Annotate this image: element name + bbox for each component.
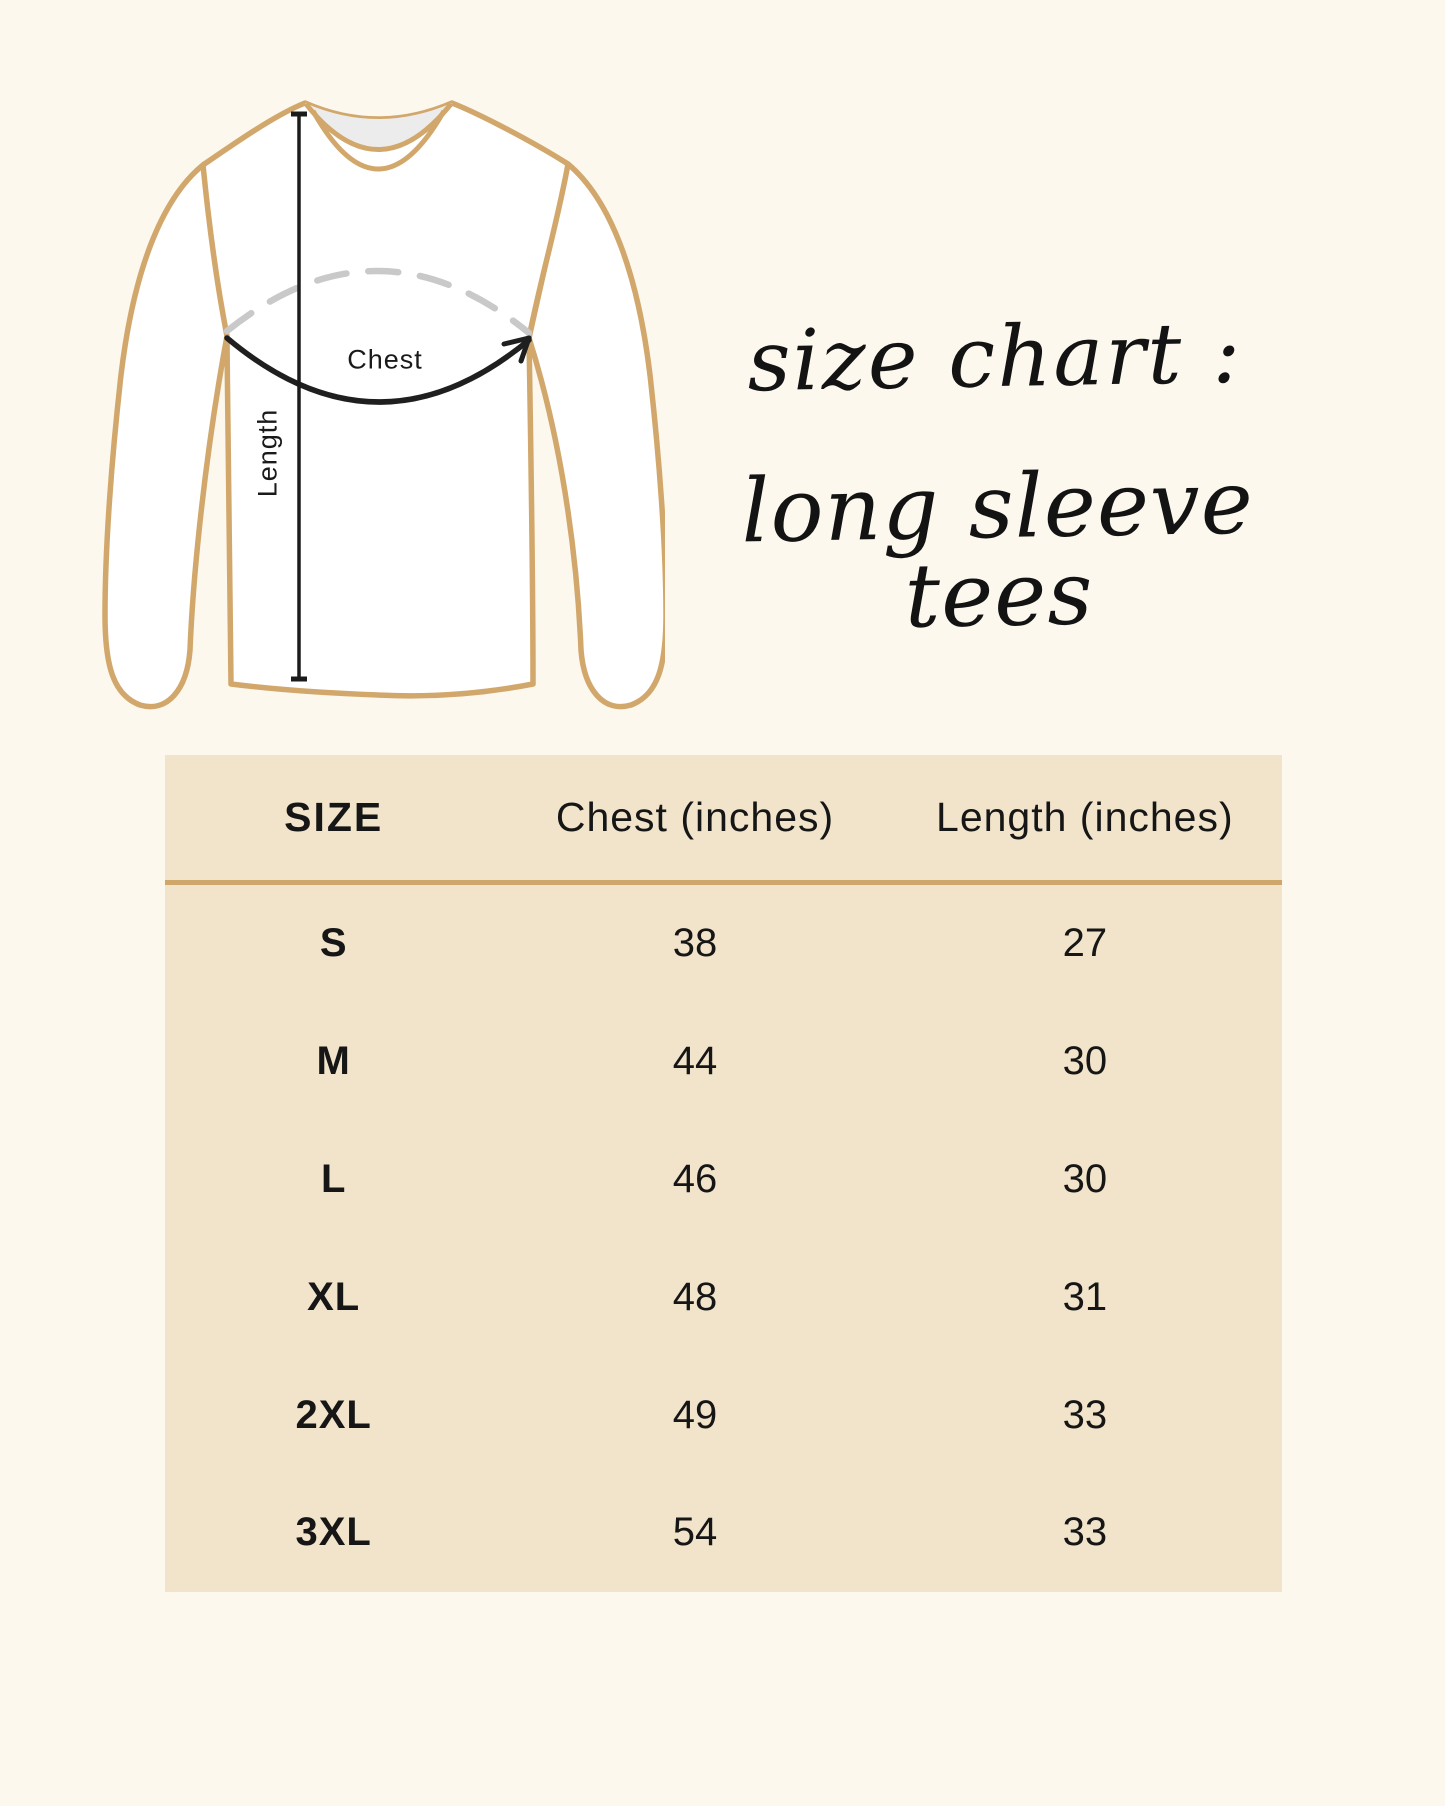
page-title: size chart : long sleeve tees bbox=[664, 303, 1330, 648]
table-row: M 44 30 bbox=[165, 1003, 1282, 1121]
table-header-row: SIZE Chest (inches) Length (inches) bbox=[165, 755, 1282, 885]
size-cell: S bbox=[319, 921, 348, 966]
size-cell: L bbox=[320, 1156, 347, 1201]
table-row: XL 48 31 bbox=[165, 1238, 1282, 1356]
chest-arrowhead-icon bbox=[501, 335, 532, 364]
chest-dashed-line bbox=[223, 267, 533, 337]
length-cell: 30 bbox=[1062, 1156, 1108, 1201]
size-cell: 3XL bbox=[295, 1510, 372, 1555]
length-cell: 33 bbox=[1062, 1510, 1108, 1555]
length-cell: 30 bbox=[1062, 1039, 1108, 1084]
length-cell: 27 bbox=[1062, 921, 1108, 966]
table-body: S 38 27 M 44 30 L 46 30 XL 48 31 2XL 49 … bbox=[165, 885, 1282, 1592]
header-chest: Chest (inches) bbox=[555, 794, 835, 840]
chest-cell: 54 bbox=[672, 1510, 718, 1555]
chest-measure-label: Chest bbox=[347, 344, 423, 375]
chest-measure-line bbox=[224, 335, 532, 405]
length-measure-label: Length bbox=[252, 408, 283, 498]
collar-seam-arc bbox=[310, 109, 447, 172]
table-row: 2XL 49 33 bbox=[165, 1356, 1282, 1474]
table-row: S 38 27 bbox=[165, 885, 1282, 1003]
chest-cell: 49 bbox=[672, 1392, 718, 1437]
length-cell: 33 bbox=[1062, 1392, 1108, 1437]
chest-cell: 38 bbox=[672, 921, 718, 966]
title-line-1: size chart : bbox=[746, 303, 1244, 411]
size-cell: 2XL bbox=[295, 1392, 372, 1437]
collar-inner-arc bbox=[304, 102, 453, 152]
tshirt-illustration-svg bbox=[102, 100, 665, 710]
length-cell: 31 bbox=[1062, 1274, 1108, 1319]
header-length: Length (inches) bbox=[936, 794, 1234, 840]
size-cell: XL bbox=[307, 1274, 361, 1319]
tshirt-right-sleeve bbox=[526, 161, 665, 710]
length-measure-line bbox=[291, 111, 307, 682]
size-table: SIZE Chest (inches) Length (inches) S 38… bbox=[165, 755, 1282, 1592]
chest-cell: 44 bbox=[672, 1039, 718, 1084]
tshirt-diagram bbox=[95, 95, 665, 735]
table-row: 3XL 54 33 bbox=[165, 1474, 1282, 1592]
chest-cell: 48 bbox=[672, 1274, 718, 1319]
title-line-2: long sleeve tees bbox=[740, 450, 1255, 648]
header-size: SIZE bbox=[284, 794, 384, 840]
size-cell: M bbox=[316, 1039, 351, 1084]
chest-cell: 46 bbox=[672, 1156, 718, 1201]
tshirt-left-sleeve bbox=[102, 162, 230, 710]
table-row: L 46 30 bbox=[165, 1121, 1282, 1239]
